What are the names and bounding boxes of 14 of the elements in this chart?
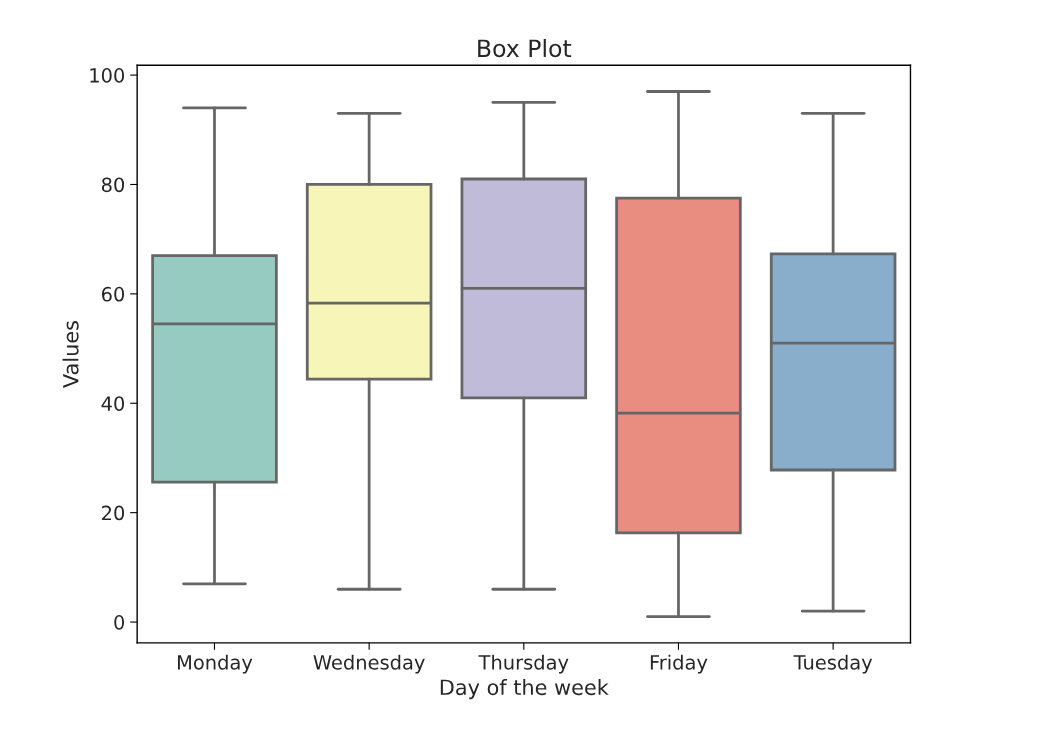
y-tick-label: 60	[101, 286, 125, 302]
x-tick-label: Monday	[178, 654, 253, 674]
y-axis-title: Values	[62, 321, 79, 388]
y-tick-label: 40	[101, 396, 125, 411]
chart-title: Box Plot	[478, 38, 572, 58]
x-axis-title: Day of the week	[440, 679, 609, 700]
y-tick-label: 20	[102, 505, 125, 521]
x-tick-label: Tuesday	[793, 654, 873, 674]
x-tick-label: Thursday	[478, 654, 569, 674]
y-tick-label: 0	[114, 615, 125, 630]
x-tick-label: Wednesday	[313, 654, 425, 674]
x-tick-label: Friday	[650, 654, 708, 674]
y-tick-label: 80	[101, 177, 125, 193]
y-tick-label: 100	[90, 68, 125, 83]
